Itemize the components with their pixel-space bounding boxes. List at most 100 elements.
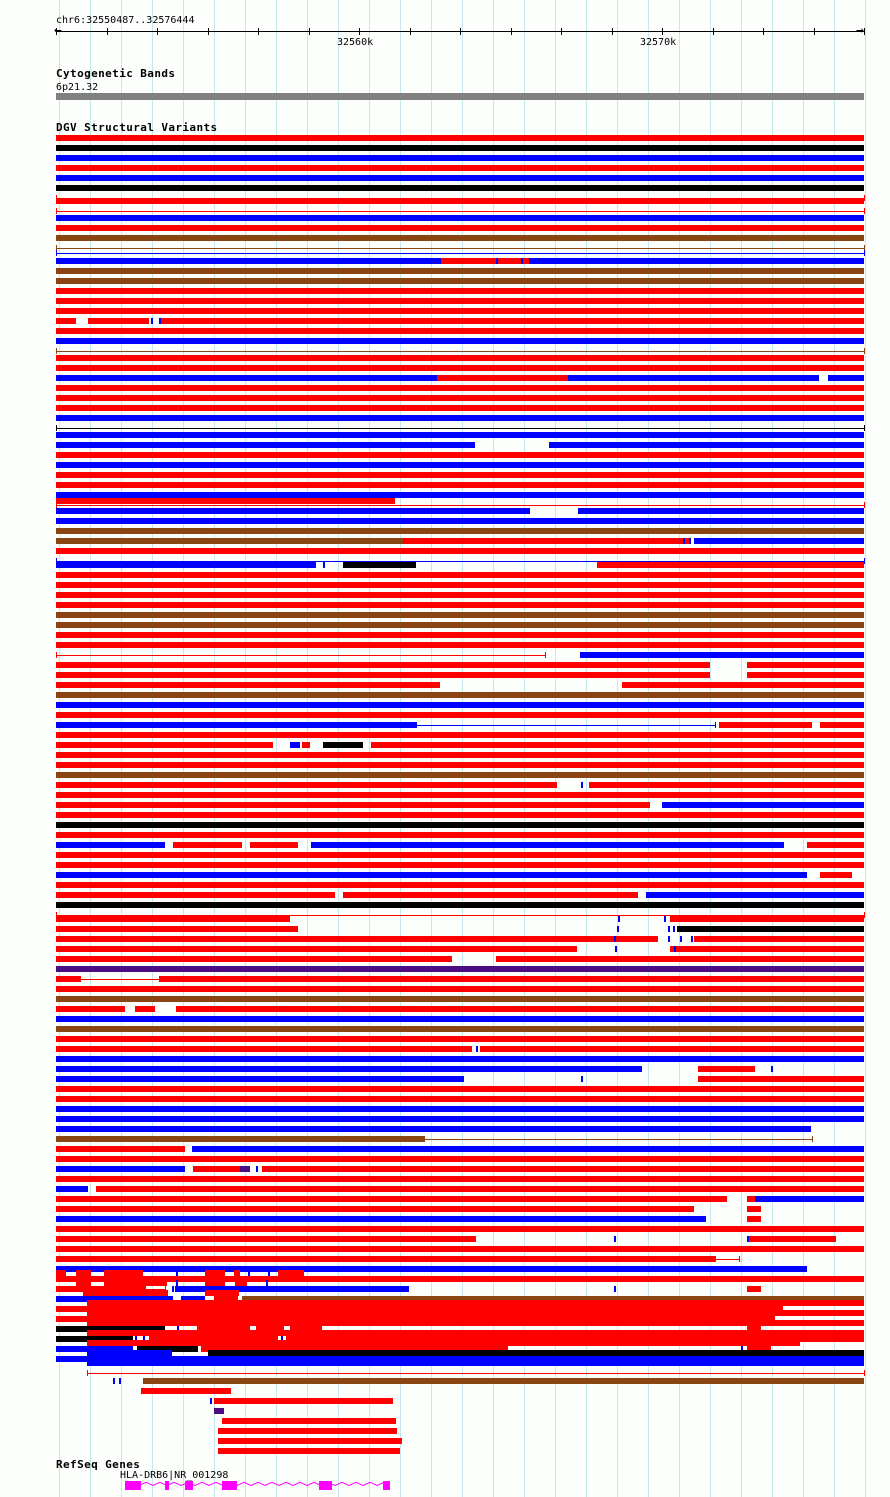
dgv-variant-marker[interactable]: [72, 1356, 74, 1362]
dgv-variant-segment[interactable]: [828, 375, 864, 381]
dgv-variant-segment[interactable]: [747, 672, 864, 678]
dgv-variant-segment[interactable]: [56, 772, 864, 778]
dgv-variant-marker[interactable]: [674, 946, 676, 952]
dgv-variant-segment[interactable]: [578, 508, 864, 514]
dgv-variant-marker[interactable]: [618, 916, 620, 922]
dgv-variant-segment[interactable]: [56, 722, 416, 728]
dgv-variant-segment[interactable]: [323, 742, 363, 748]
dgv-variant-segment[interactable]: [205, 1290, 239, 1296]
dgv-variant-segment[interactable]: [670, 916, 864, 922]
dgv-variant-marker[interactable]: [151, 318, 153, 324]
dgv-variant-segment[interactable]: [88, 318, 149, 324]
dgv-variant-segment[interactable]: [56, 792, 864, 798]
dgv-variant-segment[interactable]: [56, 802, 650, 808]
dgv-variant-segment[interactable]: [56, 1166, 185, 1172]
dgv-variant-segment[interactable]: [56, 1126, 811, 1132]
dgv-variant-segment[interactable]: [192, 1146, 864, 1152]
dgv-variant-segment[interactable]: [589, 782, 864, 788]
dgv-variant-marker[interactable]: [119, 1378, 121, 1384]
dgv-variant-segment[interactable]: [56, 1196, 727, 1202]
dgv-variant-segment[interactable]: [290, 1326, 322, 1332]
gene-label-hla-drb6[interactable]: HLA-DRB6|NR_001298: [120, 1470, 229, 1481]
dgv-variant-segment[interactable]: [56, 385, 864, 391]
dgv-variant-segment[interactable]: [56, 622, 864, 628]
dgv-variant-segment[interactable]: [56, 318, 76, 324]
dgv-variant-marker[interactable]: [668, 926, 670, 932]
dgv-variant-segment[interactable]: [56, 1356, 864, 1362]
dgv-variant-segment[interactable]: [56, 405, 864, 411]
dgv-variant-segment[interactable]: [87, 1360, 864, 1366]
dgv-variant-segment[interactable]: [56, 582, 864, 588]
dgv-variant-segment[interactable]: [96, 1186, 864, 1192]
dgv-variant-segment[interactable]: [56, 135, 864, 141]
cytoband-bar[interactable]: [56, 93, 864, 100]
dgv-variant-segment[interactable]: [205, 1270, 225, 1276]
dgv-variant-segment[interactable]: [56, 1066, 642, 1072]
dgv-variant-segment[interactable]: [234, 1270, 240, 1276]
dgv-variant-segment[interactable]: [747, 1286, 761, 1292]
dgv-variant-segment[interactable]: [56, 328, 864, 334]
dgv-variant-segment[interactable]: [56, 155, 864, 161]
dgv-variant-marker[interactable]: [266, 1280, 268, 1286]
dgv-variant-segment[interactable]: [56, 1086, 864, 1092]
dgv-variant-segment[interactable]: [56, 926, 298, 932]
dgv-variant-segment[interactable]: [222, 1418, 396, 1424]
dgv-variant-marker[interactable]: [617, 926, 619, 932]
dgv-variant-segment[interactable]: [56, 298, 864, 304]
dgv-variant-segment[interactable]: [214, 1408, 224, 1414]
dgv-variant-segment[interactable]: [56, 365, 864, 371]
dgv-variant-segment[interactable]: [56, 1116, 864, 1122]
dgv-variant-segment[interactable]: [56, 1006, 125, 1012]
dgv-variant-segment[interactable]: [56, 572, 864, 578]
dgv-variant-segment[interactable]: [56, 1136, 424, 1142]
dgv-variant-segment[interactable]: [56, 966, 864, 972]
dgv-variant-segment[interactable]: [755, 1196, 864, 1202]
dgv-variant-segment[interactable]: [87, 1300, 864, 1306]
dgv-variant-segment[interactable]: [56, 1186, 88, 1192]
dgv-variant-segment[interactable]: [56, 492, 864, 498]
dgv-variant-segment[interactable]: [218, 1448, 400, 1454]
dgv-variant-marker[interactable]: [614, 1236, 616, 1242]
dgv-variant-segment[interactable]: [201, 1346, 508, 1352]
dgv-variant-segment[interactable]: [56, 355, 864, 361]
dgv-variant-marker[interactable]: [60, 1356, 62, 1362]
ruler-right-arrow-icon[interactable]: →: [856, 23, 864, 38]
dgv-variant-segment[interactable]: [56, 602, 864, 608]
dgv-variant-segment[interactable]: [56, 432, 864, 438]
gene-exon[interactable]: [125, 1481, 141, 1490]
dgv-variant-segment[interactable]: [56, 375, 744, 381]
dgv-variant-segment[interactable]: [747, 1196, 755, 1202]
dgv-variant-segment[interactable]: [403, 538, 689, 544]
dgv-variant-segment[interactable]: [56, 1036, 864, 1042]
dgv-variant-segment[interactable]: [214, 1398, 393, 1404]
dgv-variant-segment[interactable]: [56, 852, 864, 858]
dgv-variant-segment[interactable]: [197, 1326, 250, 1332]
dgv-variant-segment[interactable]: [56, 452, 864, 458]
dgv-variant-segment[interactable]: [290, 742, 300, 748]
gene-exon[interactable]: [383, 1481, 390, 1490]
dgv-variant-segment[interactable]: [56, 508, 530, 514]
dgv-variant-segment[interactable]: [747, 1326, 761, 1332]
dgv-variant-segment[interactable]: [56, 338, 864, 344]
gene-exon[interactable]: [222, 1481, 237, 1490]
dgv-variant-segment[interactable]: [56, 1336, 133, 1342]
dgv-variant-segment[interactable]: [56, 1076, 464, 1082]
dgv-variant-segment[interactable]: [56, 1316, 775, 1322]
dgv-variant-segment[interactable]: [87, 1320, 864, 1326]
dgv-variant-segment[interactable]: [56, 832, 864, 838]
dgv-variant-marker[interactable]: [172, 1286, 174, 1292]
dgv-variant-segment[interactable]: [56, 902, 864, 908]
dgv-variant-segment[interactable]: [286, 1336, 864, 1342]
dgv-variant-marker[interactable]: [581, 1076, 583, 1082]
dgv-variant-segment[interactable]: [622, 682, 864, 688]
dgv-variant-segment[interactable]: [181, 1296, 205, 1302]
dgv-variant-marker[interactable]: [771, 1066, 773, 1072]
dgv-variant-segment[interactable]: [56, 1176, 864, 1182]
dgv-variant-marker[interactable]: [281, 1336, 283, 1342]
dgv-variant-marker[interactable]: [683, 538, 685, 544]
dgv-variant-segment[interactable]: [135, 1006, 155, 1012]
dgv-variant-segment[interactable]: [235, 1280, 247, 1286]
dgv-variant-segment[interactable]: [208, 1350, 864, 1356]
dgv-variant-segment[interactable]: [56, 592, 864, 598]
dgv-variant-segment[interactable]: [56, 936, 658, 942]
